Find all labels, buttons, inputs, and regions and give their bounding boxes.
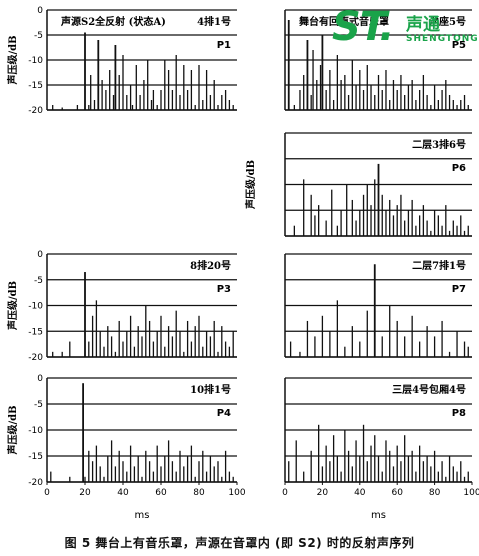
p1-ytick-label: -20 [28,106,43,116]
p1-location: 4排1号 [197,15,231,28]
p3-ytick-label: -10 [28,302,43,312]
p3-panel-label: P3 [217,284,231,295]
p3-ytick-label: -15 [28,327,43,337]
p1-ylabel: 声压级/dB [6,35,19,85]
p4-xtick-label: 40 [117,488,129,498]
p8-location: 三层4号包厢4号 [392,383,466,396]
p4-ytick-label: -10 [28,426,43,436]
watermark-en: SHENGTONG [406,34,479,44]
p1-panel-label: P1 [217,40,231,51]
p6-location: 二层3排6号 [412,138,466,151]
p4-xtick-label: 80 [193,488,205,498]
p5-panel-label: P5 [452,40,466,51]
p5-title: 舞台有回声式音乐罩 [299,15,389,28]
p3-ytick-label: -20 [28,353,43,363]
p8-xtick-label: 60 [391,488,403,498]
p3-ytick-label: -5 [34,276,43,286]
p8-xlabel: ms [371,510,386,521]
p7-panel-label: P7 [452,284,466,295]
p8-xtick-label: 100 [463,488,479,498]
p4-ytick-label: -5 [34,400,43,410]
p4-xtick-label: 60 [155,488,167,498]
p8-xtick-label: 80 [429,488,441,498]
p1-title: 声源S2全反射 (状态A) [60,15,166,28]
p8-xtick-label: 20 [317,488,329,498]
p1-ytick-label: -15 [28,81,43,91]
p4-xtick-label: 100 [228,488,245,498]
figure-caption: 图 5 舞台上有音乐罩，声源在音罩内 (即 S2) 时的反射声序列 [64,536,415,550]
p3-ytick-label: 0 [37,250,43,260]
p1-ytick-label: -10 [28,56,43,66]
p3-location: 8排20号 [190,259,231,272]
p6-ylabel: 声压级/dB [244,160,257,210]
p4-ytick-label: -20 [28,478,43,488]
p8-xtick-label: 40 [354,488,366,498]
p1-ytick-label: 0 [37,6,43,16]
p5-location: 池座5号 [429,15,466,28]
p4-xtick-label: 0 [44,488,50,498]
p4-ylabel: 声压级/dB [6,405,19,455]
p1-ytick-label: -5 [34,31,43,41]
p4-ytick-label: 0 [37,374,43,384]
p4-xlabel: ms [135,510,150,521]
watermark-cn: 声通 [406,15,440,35]
p4-panel-label: P4 [217,408,231,419]
p8-panel-label: P8 [452,408,466,419]
shengtong-watermark-logo: ST. 声通 SHENGTONG [332,4,479,52]
watermark-letters: ST. [332,4,394,50]
p6-panel-label: P6 [452,163,466,174]
p4-location: 10排1号 [190,383,231,396]
p7-location: 二层7排1号 [412,259,466,272]
p4-xtick-label: 20 [79,488,91,498]
p3-ylabel: 声压级/dB [6,281,19,331]
p4-ytick-label: -15 [28,452,43,462]
p8-xtick-label: 0 [282,488,288,498]
